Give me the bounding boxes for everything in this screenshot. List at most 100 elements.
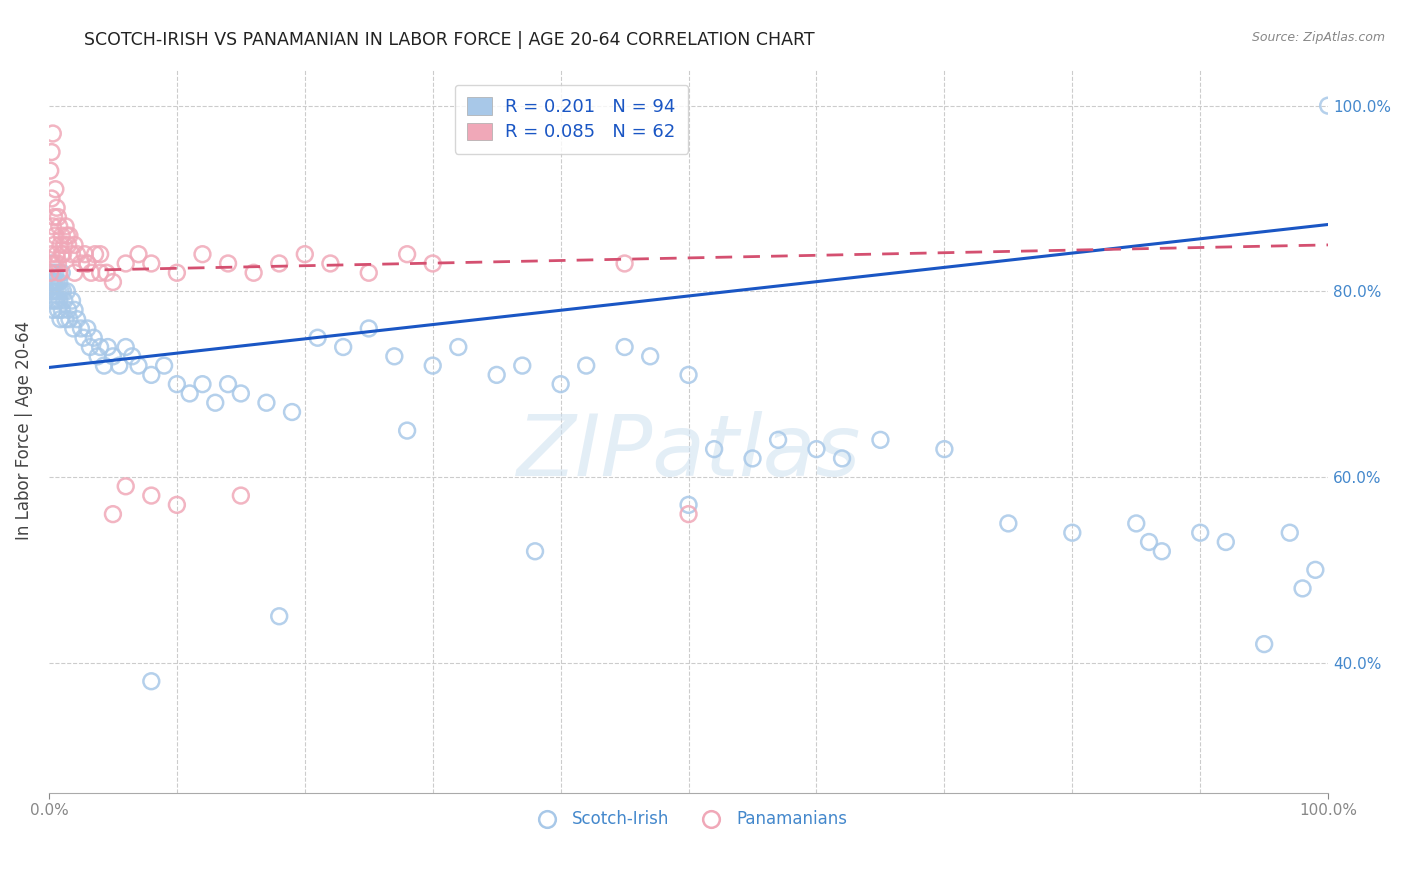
Point	[613, 256, 636, 270]
Point	[83, 331, 105, 345]
Point	[41, 293, 63, 308]
Point	[766, 433, 789, 447]
Point	[51, 228, 73, 243]
Point	[703, 442, 725, 457]
Point	[79, 340, 101, 354]
Point	[101, 275, 124, 289]
Point	[42, 256, 65, 270]
Point	[96, 266, 118, 280]
Point	[307, 331, 329, 345]
Point	[55, 312, 77, 326]
Point	[89, 266, 111, 280]
Point	[84, 247, 107, 261]
Point	[42, 210, 65, 224]
Point	[294, 247, 316, 261]
Point	[58, 228, 80, 243]
Point	[39, 266, 62, 280]
Point	[52, 247, 75, 261]
Point	[166, 498, 188, 512]
Point	[41, 247, 63, 261]
Point	[39, 266, 62, 280]
Point	[46, 302, 69, 317]
Point	[56, 285, 79, 299]
Point	[45, 201, 67, 215]
Point	[204, 395, 226, 409]
Point	[51, 302, 73, 317]
Point	[42, 219, 65, 234]
Point	[76, 256, 98, 270]
Point	[42, 293, 65, 308]
Point	[46, 210, 69, 224]
Point	[191, 247, 214, 261]
Point	[422, 256, 444, 270]
Point	[53, 238, 76, 252]
Point	[217, 377, 239, 392]
Point	[447, 340, 470, 354]
Point	[869, 433, 891, 447]
Point	[141, 256, 163, 270]
Point	[76, 321, 98, 335]
Point	[1317, 98, 1340, 112]
Point	[741, 451, 763, 466]
Point	[141, 489, 163, 503]
Point	[44, 285, 66, 299]
Point	[53, 293, 76, 308]
Point	[524, 544, 547, 558]
Point	[48, 293, 70, 308]
Point	[108, 359, 131, 373]
Point	[63, 302, 86, 317]
Point	[44, 228, 66, 243]
Point	[510, 359, 533, 373]
Point	[1150, 544, 1173, 558]
Point	[269, 256, 291, 270]
Point	[1137, 535, 1160, 549]
Point	[48, 275, 70, 289]
Point	[89, 340, 111, 354]
Point	[63, 238, 86, 252]
Point	[86, 349, 108, 363]
Point	[41, 192, 63, 206]
Point	[179, 386, 201, 401]
Point	[49, 312, 72, 326]
Point	[42, 275, 65, 289]
Point	[485, 368, 508, 382]
Point	[166, 377, 188, 392]
Point	[89, 247, 111, 261]
Point	[73, 247, 96, 261]
Point	[45, 275, 67, 289]
Point	[1062, 525, 1084, 540]
Point	[831, 451, 853, 466]
Point	[319, 256, 342, 270]
Point	[613, 340, 636, 354]
Point	[242, 266, 264, 280]
Point	[128, 359, 150, 373]
Point	[396, 424, 419, 438]
Point	[39, 163, 62, 178]
Point	[357, 321, 380, 335]
Point	[678, 507, 700, 521]
Point	[678, 498, 700, 512]
Point	[678, 368, 700, 382]
Point	[121, 349, 143, 363]
Point	[114, 479, 136, 493]
Point	[1291, 582, 1313, 596]
Point	[101, 507, 124, 521]
Point	[41, 145, 63, 159]
Point	[56, 228, 79, 243]
Point	[60, 293, 83, 308]
Point	[45, 293, 67, 308]
Point	[1215, 535, 1237, 549]
Point	[141, 674, 163, 689]
Point	[70, 256, 93, 270]
Point	[128, 247, 150, 261]
Point	[114, 340, 136, 354]
Point	[44, 256, 66, 270]
Text: Source: ZipAtlas.com: Source: ZipAtlas.com	[1251, 31, 1385, 45]
Point	[44, 266, 66, 280]
Legend: Scotch-Irish, Panamanians: Scotch-Irish, Panamanians	[523, 804, 853, 835]
Y-axis label: In Labor Force | Age 20-64: In Labor Force | Age 20-64	[15, 321, 32, 541]
Point	[269, 609, 291, 624]
Point	[101, 349, 124, 363]
Point	[1125, 516, 1147, 531]
Point	[806, 442, 828, 457]
